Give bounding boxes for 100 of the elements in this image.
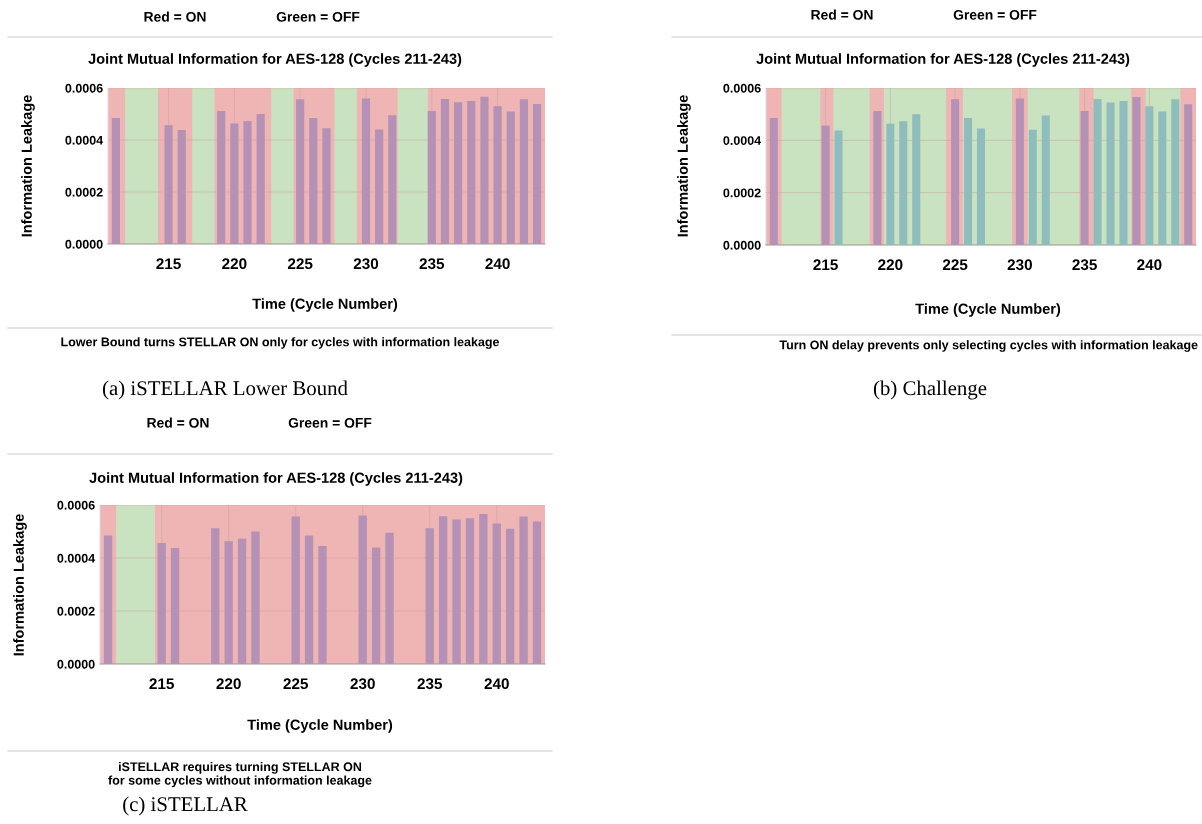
bar xyxy=(1080,111,1089,245)
bar xyxy=(834,130,843,245)
bar xyxy=(479,514,488,664)
text: iSTELLAR requires turning STELLAR ON for some cycles without information leakage xyxy=(108,762,372,788)
bar xyxy=(1158,111,1167,245)
text: (b) Challenge xyxy=(873,380,987,400)
bar xyxy=(480,96,489,244)
x-tick-label: 220 xyxy=(216,678,241,690)
bar xyxy=(425,528,434,664)
text: Green = OFF xyxy=(288,417,372,428)
bar xyxy=(532,521,542,664)
bar xyxy=(533,104,542,244)
bar xyxy=(1119,101,1128,245)
chart-title: Joint Mutual Information for AES-128 (Cycles 211-243) xyxy=(88,53,462,67)
y-tick-label: 0.0004 xyxy=(57,553,96,563)
bar xyxy=(951,99,960,245)
x-tick-label: 240 xyxy=(1137,259,1162,271)
x-axis-title: Time (Cycle Number) xyxy=(247,719,393,733)
y-tick-label: 0.0006 xyxy=(65,83,103,93)
bar xyxy=(230,123,239,244)
bar xyxy=(454,102,463,244)
bar xyxy=(899,121,908,245)
x-tick-label: 225 xyxy=(283,678,309,690)
text: Red = ON xyxy=(147,417,209,428)
y-tick-label: 0.0004 xyxy=(723,136,762,145)
bar xyxy=(224,541,233,664)
bar xyxy=(103,535,113,664)
bar xyxy=(873,111,882,245)
bar xyxy=(1184,104,1193,245)
bar xyxy=(1132,96,1141,245)
y-axis-title: Information Leakage xyxy=(13,514,27,656)
bar xyxy=(111,117,120,244)
bar xyxy=(385,532,394,664)
bar xyxy=(1093,98,1102,245)
x-tick-label: 220 xyxy=(878,259,903,271)
text: Turn ON delay prevents only selecting cycles with information leakage xyxy=(779,340,1198,352)
x-tick-label: 215 xyxy=(149,678,174,690)
bar xyxy=(519,516,528,664)
bar xyxy=(427,110,436,244)
bar xyxy=(304,535,314,664)
bar xyxy=(164,125,173,244)
y-tick-label: 0.0002 xyxy=(65,187,103,197)
bar xyxy=(371,547,381,664)
x-tick-label: 225 xyxy=(942,259,968,271)
x-tick-label: 215 xyxy=(156,258,181,270)
y-tick-label: 0.0006 xyxy=(723,83,761,93)
bar xyxy=(251,531,260,664)
bar xyxy=(256,114,265,244)
bar xyxy=(519,99,529,244)
bar xyxy=(886,123,895,245)
bar xyxy=(912,114,921,245)
x-axis-title: Time (Cycle Number) xyxy=(915,303,1061,317)
y-tick-label: 0.0002 xyxy=(57,606,95,616)
bar xyxy=(440,98,450,244)
bar xyxy=(976,128,986,245)
bar xyxy=(358,515,367,664)
bar xyxy=(211,528,220,664)
y-axis-title: Information Leakage xyxy=(21,95,35,237)
bar xyxy=(309,117,318,244)
bar xyxy=(318,546,327,664)
bar xyxy=(237,538,247,664)
bar xyxy=(157,542,166,664)
bar xyxy=(1041,115,1050,245)
bar xyxy=(821,125,830,245)
y-tick-label: 0.0000 xyxy=(57,659,95,669)
bar xyxy=(492,523,501,664)
text: Red = ON xyxy=(811,9,873,20)
bar xyxy=(291,516,300,664)
bar xyxy=(1106,102,1115,245)
y-tick-label: 0.0002 xyxy=(723,188,761,198)
x-tick-label: 240 xyxy=(484,678,509,690)
bar xyxy=(467,101,476,244)
bar xyxy=(388,115,397,244)
bar xyxy=(506,528,515,664)
chart-title: Joint Mutual Information for AES-128 (Cycles 211-243) xyxy=(756,53,1130,67)
x-tick-label: 230 xyxy=(1007,259,1032,271)
bar xyxy=(1171,99,1180,245)
y-axis-title: Information Leakage xyxy=(677,95,691,237)
text: Green = OFF xyxy=(276,11,360,22)
y-tick-label: 0.0006 xyxy=(57,500,95,510)
y-tick-label: 0.0000 xyxy=(65,239,103,249)
x-tick-label: 240 xyxy=(485,258,510,270)
bar xyxy=(322,128,331,244)
y-tick-label: 0.0000 xyxy=(723,240,761,250)
bar xyxy=(493,106,502,244)
y-tick-label: 0.0004 xyxy=(65,135,104,145)
bar xyxy=(170,547,180,664)
x-tick-label: 235 xyxy=(419,258,445,270)
bar xyxy=(438,516,448,664)
bar xyxy=(769,118,778,245)
x-axis-title: Time (Cycle Number) xyxy=(252,298,398,312)
x-tick-label: 215 xyxy=(813,259,838,271)
text: Green = OFF xyxy=(953,9,1037,20)
text: Lower Bound turns STELLAR ON only for cycles with information leakage xyxy=(61,337,500,349)
text: (a) iSTELLAR Lower Bound xyxy=(102,380,348,400)
text: Red = ON xyxy=(144,11,206,22)
bar xyxy=(964,118,973,245)
bar xyxy=(1145,106,1154,245)
x-tick-label: 235 xyxy=(417,678,443,690)
bar xyxy=(361,98,371,244)
